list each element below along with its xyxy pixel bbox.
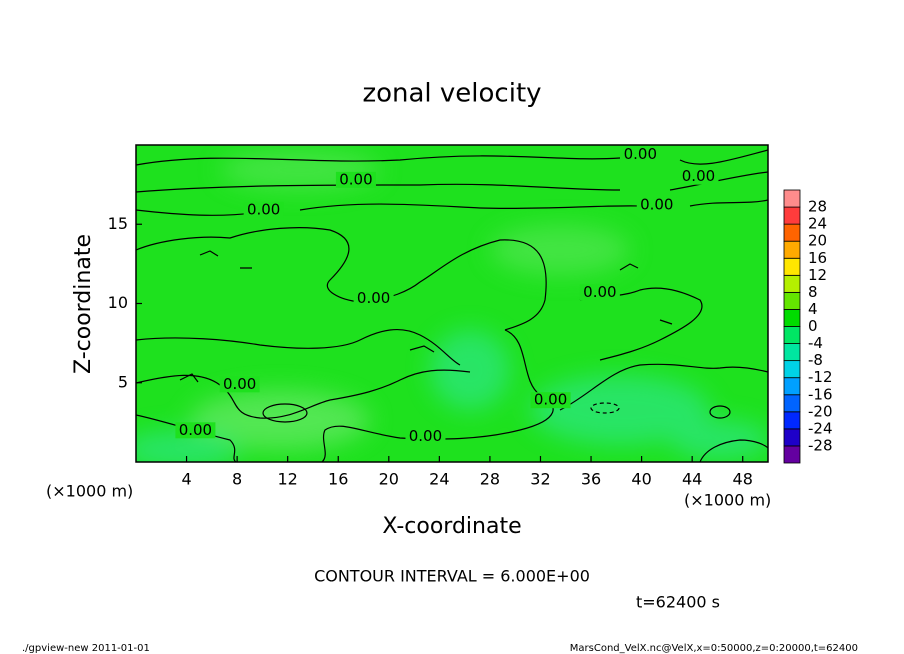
colorbar-label: 28 xyxy=(808,198,827,216)
colorbar-label: -4 xyxy=(808,334,823,352)
colorbar-box xyxy=(783,257,801,276)
x-axis-label: X-coordinate xyxy=(382,514,521,539)
colorbar-label: -28 xyxy=(808,436,833,454)
colorbar-box xyxy=(783,189,801,208)
contour-label: 0.00 xyxy=(223,375,256,393)
contour-label-bg xyxy=(335,171,376,188)
contour-label-bg xyxy=(353,290,394,307)
contour-label: 0.00 xyxy=(179,421,212,439)
contour-label-bg xyxy=(175,422,216,439)
contour-label-bg xyxy=(636,197,677,214)
x-tick-label: 28 xyxy=(480,470,500,489)
colorbar-label: 8 xyxy=(808,283,818,301)
contour-label: 0.00 xyxy=(583,283,616,301)
contour-label: 0.00 xyxy=(640,196,673,214)
x-tick-label: 12 xyxy=(278,470,298,489)
contour-label: 0.00 xyxy=(534,391,567,409)
contour-label-bg xyxy=(243,201,284,218)
colorbar-box xyxy=(783,326,801,344)
colorbar-label: 0 xyxy=(808,317,818,335)
colorbar-label: 16 xyxy=(808,249,827,267)
colorbar-box xyxy=(783,206,801,225)
y-tick-label: 5 xyxy=(118,372,128,391)
x-tick-label: 36 xyxy=(581,470,601,489)
contour-label: 0.00 xyxy=(409,427,442,445)
colorbar-label: -12 xyxy=(808,368,833,386)
contour-label-bg xyxy=(405,428,446,445)
x-unit-label: (×1000 m) xyxy=(684,491,771,510)
colorbar-label: 20 xyxy=(808,232,827,250)
colorbar-box xyxy=(783,223,801,242)
x-tick-label: 24 xyxy=(429,470,449,489)
chart-title: zonal velocity xyxy=(362,79,541,109)
colorbar-label: -16 xyxy=(808,385,833,403)
colorbar-label: -20 xyxy=(808,402,833,420)
colorbar-label: -8 xyxy=(808,351,823,369)
colorbar-box xyxy=(783,274,801,293)
x-tick-label: 32 xyxy=(530,470,550,489)
contour-interval: CONTOUR INTERVAL = 6.000E+00 xyxy=(314,567,590,586)
contour-label: 0.00 xyxy=(339,170,372,188)
colorbar-box xyxy=(783,394,801,413)
colorbar-box xyxy=(783,428,801,447)
contour-label: 0.00 xyxy=(682,167,715,185)
contour-label: 0.00 xyxy=(357,289,390,307)
y-tick-label: 15 xyxy=(108,214,128,233)
colorbar-box xyxy=(783,377,801,396)
x-tick-label: 48 xyxy=(733,470,753,489)
time-label: t=62400 s xyxy=(636,593,720,612)
contour-label-bg xyxy=(678,168,719,185)
colorbar-box xyxy=(783,291,801,310)
contour-lines xyxy=(136,149,768,462)
colorbar-box xyxy=(783,240,801,259)
y-unit-label: (×1000 m) xyxy=(46,482,133,501)
footer-left: ./gpview-new 2011-01-01 xyxy=(22,643,150,654)
colorbar-label: 24 xyxy=(808,215,827,233)
contour-label-bg xyxy=(579,284,620,301)
contour-label: 0.00 xyxy=(624,145,657,163)
colorbar-label: 12 xyxy=(808,266,827,284)
contour-label-bg xyxy=(530,392,571,409)
x-tick-label: 40 xyxy=(631,470,651,489)
x-tick-label: 4 xyxy=(181,470,191,489)
contour-label: 0.00 xyxy=(247,200,280,218)
field-shading xyxy=(136,149,768,462)
x-tick-label: 20 xyxy=(379,470,399,489)
footer-right: MarsCond_VelX.nc@VelX,x=0:50000,z=0:2000… xyxy=(570,643,858,654)
y-tick-label: 10 xyxy=(108,293,128,312)
contour-label-bg xyxy=(219,376,260,393)
y-axis-label: Z-coordinate xyxy=(71,234,96,374)
colorbar-box xyxy=(783,445,801,464)
colorbar-label: 4 xyxy=(808,300,818,318)
x-tick-label: 8 xyxy=(232,470,242,489)
x-tick-label: 16 xyxy=(328,470,348,489)
colorbar-box xyxy=(783,309,801,327)
colorbar-box xyxy=(783,360,801,379)
colorbar-label: -24 xyxy=(808,419,833,437)
x-tick-label: 44 xyxy=(682,470,702,489)
colorbar-box xyxy=(783,411,801,430)
contour-label-bg xyxy=(620,146,661,163)
colorbar-box xyxy=(783,343,801,362)
